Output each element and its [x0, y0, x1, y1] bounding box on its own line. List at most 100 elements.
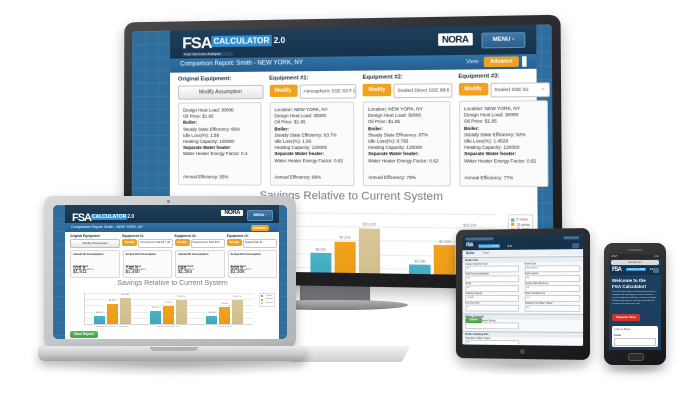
laptop-device: FSACALCULATOR2.0 Fuel Services Analysis …	[38, 196, 411, 362]
equipment-spec-card: Location: NEW YORK, NY Design Heat Load: …	[362, 100, 451, 187]
save-report-button[interactable]: Save Report	[70, 331, 98, 338]
phone-hero-heading: Welcome to the FSA Calculator!	[612, 278, 658, 290]
chart-legend-label: 5 Years	[516, 217, 529, 222]
equipment-column: Equipment #1: Modify Atmospheric SSE 83.7 …	[269, 75, 357, 187]
kpi-card: Annual Oil Consumption 928.8gallons Annual…	[70, 250, 120, 278]
chart-category-label: Atmospheric SSE 83.7 (Modified)	[95, 326, 129, 328]
laptop-equipment-heading: Equipment #1:	[122, 234, 145, 238]
app-logo[interactable]: FSA CALCULATOR 2.0 Fuel Services Analysis	[182, 34, 285, 57]
tablet-field-input[interactable]: No	[524, 305, 581, 313]
phone-url-bar[interactable]: fsacalc.com	[611, 260, 659, 265]
laptop-equipment-select[interactable]: Sealed Direct SSE 86.5	[190, 239, 225, 248]
chart-bar	[310, 253, 332, 277]
spec-line: Boiler:	[274, 126, 289, 132]
tab-fuel[interactable]: Fuel	[483, 251, 489, 255]
equipment-column: Equipment #2: Modify Sealed Direct SSE 86.…	[363, 74, 452, 187]
modify-assumption-button[interactable]: Modify Assumption	[178, 84, 264, 100]
laptop-base	[38, 346, 306, 361]
kpi-cost-title: Annual Cost	[73, 265, 89, 268]
kpi-value: 928.8	[73, 266, 86, 272]
modify-button[interactable]: Modify	[269, 84, 298, 98]
tablet-field-input[interactable]: No	[465, 339, 520, 346]
kpi-cost-value: $1,460	[125, 269, 140, 274]
chart-legend-label: 15 years	[265, 298, 273, 301]
tablet-menu-icon[interactable]	[572, 243, 580, 249]
laptop-modify-button[interactable]: Modify	[122, 239, 138, 246]
laptop-equipment-select[interactable]: Sealed SSE 92	[242, 239, 277, 248]
spec-line: Heating Capacity: 100000	[183, 138, 235, 144]
kpi-cost-title: Annual Cost	[230, 265, 246, 268]
kpi-value-row: 928.8gallons	[73, 257, 94, 275]
spec-line: Steady State Efficiency: 83.7%	[274, 132, 337, 138]
laptop-view-advance-button[interactable]: Advance	[251, 224, 269, 231]
menu-button[interactable]: MENU ›	[481, 32, 526, 49]
kpi-cost-title: Annual Cost	[178, 265, 194, 268]
phone-login-title: Login to Begin	[614, 328, 631, 331]
register-now-button[interactable]: Register Now	[612, 314, 640, 321]
tablet-url-chip[interactable]	[465, 237, 494, 241]
equipment-spec-card: Location: NEW YORK, NY Design Heat Load: …	[458, 100, 549, 187]
laptop-chart-title: Savings Relative to Current System	[117, 280, 228, 287]
view-caret[interactable]	[522, 56, 527, 67]
chevron-down-icon[interactable]: ⌄	[540, 85, 546, 92]
spec-line: Location: NEW YORK, NY	[274, 106, 328, 113]
phone-login-panel: Login to Begin Email	[612, 326, 658, 347]
phone-email-input[interactable]	[614, 338, 656, 346]
modify-button[interactable]: Modify	[458, 82, 488, 96]
equipment-column: Original Equipment: Modify Assumption Desi…	[177, 76, 264, 186]
chart-bar-value-label: $5,252	[315, 247, 327, 252]
spec-line: Design Heat Load: 30000	[463, 112, 519, 118]
chart-gridline	[84, 305, 253, 307]
spec-line: Design Heat Load: 30000	[274, 113, 327, 119]
chart-legend-swatch	[261, 302, 264, 305]
chevron-down-icon[interactable]: ⌄	[347, 87, 353, 94]
view-label: View:	[466, 58, 480, 66]
spec-line: Heating Capacity: 120000	[464, 144, 520, 151]
tablet-submit-button[interactable]: Submit	[465, 317, 483, 324]
chart-bar-value-label: $3,350	[208, 311, 216, 314]
chart-bar	[232, 299, 244, 324]
equipment-select[interactable]: Sealed Direct SSE 86.5 ⌄	[393, 83, 452, 99]
equipment-select[interactable]: Sealed SSE 92 ⌄	[489, 82, 551, 98]
phone-hamburger-icon[interactable]	[653, 268, 659, 273]
tablet-field-input[interactable]: 0	[465, 304, 520, 312]
chart-legend-item[interactable]: 20 years	[261, 302, 273, 305]
laptop-modify-button[interactable]: Modify	[226, 239, 242, 246]
annual-efficiency: Annual Efficiency: 55%	[182, 174, 229, 180]
tab-boiler[interactable]: Boiler	[466, 251, 475, 256]
phone-email-label: Email	[614, 334, 621, 337]
annual-efficiency: Annual Efficiency: 69%	[274, 174, 322, 180]
app-header: FSA CALCULATOR 2.0 Fuel Services Analysis …	[170, 24, 537, 59]
logo-fsa-text: FSA	[182, 34, 212, 53]
modify-button[interactable]: Modify	[362, 83, 392, 97]
chart-legend-item[interactable]: 5 Years	[261, 295, 273, 298]
phone-carrier-label: AT&T	[611, 254, 618, 258]
kpi-cost-value: $1,364	[178, 269, 193, 274]
laptop-equipment-select[interactable]: Atmospheric SSE 83.7 (M	[138, 239, 173, 248]
chevron-down-icon[interactable]: ⌄	[443, 86, 448, 93]
view-advance-button[interactable]: Advance	[483, 56, 519, 68]
chart-bar-value-label: $10,120	[463, 223, 477, 228]
kpi-unit: gallons	[186, 268, 195, 271]
tablet-logo-calculator-text: CALCULATOR	[478, 244, 500, 249]
kpi-title: Annual Oil Consumption	[73, 253, 104, 256]
chart-legend-item[interactable]: 15 years	[261, 298, 273, 301]
laptop-equipment-select-value: Sealed SSE 92	[244, 241, 263, 245]
kpi-value-row: 748.8gallons	[126, 257, 147, 275]
phone-home-button[interactable]	[628, 353, 644, 361]
laptop-equipment-heading: Equipment #2:	[174, 234, 197, 238]
spec-line: Water Heater Energy Factor: 0.4	[183, 151, 248, 157]
chart-bar-value-label: $7,000	[221, 303, 229, 306]
laptop-app: FSACALCULATOR2.0 Fuel Services Analysis …	[53, 205, 287, 339]
equipment-select[interactable]: Atmospheric SSE 83.7 (M ⌄	[299, 84, 357, 99]
laptop-modify-assumption-button[interactable]: Modify Assumption	[70, 239, 121, 248]
laptop-modify-button[interactable]: Modify	[174, 239, 190, 246]
tablet-browser-actions[interactable]	[563, 236, 580, 240]
laptop-menu-button[interactable]: MENU ›	[247, 210, 273, 221]
chart-bar	[409, 264, 432, 277]
chart-legend-swatch	[510, 217, 515, 222]
tablet-home-button[interactable]	[520, 349, 525, 355]
spec-line: Separate Water heater:	[183, 145, 232, 151]
tablet-field-input[interactable]	[465, 322, 520, 330]
tablet-field-input[interactable]: No	[465, 275, 520, 283]
